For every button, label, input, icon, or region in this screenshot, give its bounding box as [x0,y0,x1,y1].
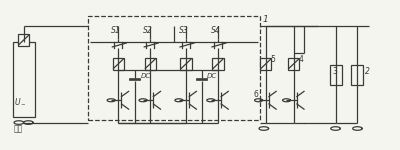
Text: DC: DC [207,73,218,79]
Bar [288,58,299,70]
Bar [212,58,224,70]
Bar [18,34,29,46]
Bar [180,58,192,70]
Text: 6: 6 [254,90,259,99]
Text: 时标: 时标 [14,124,23,134]
Text: S1: S1 [111,26,121,35]
Bar [113,58,124,70]
Bar [352,65,364,85]
Text: DC: DC [141,73,151,79]
Bar [330,65,342,85]
Bar [144,58,156,70]
Text: 5: 5 [270,55,276,64]
Text: 1: 1 [263,15,269,24]
Bar [13,42,34,117]
Bar [88,16,260,120]
Text: S2: S2 [143,26,153,35]
Bar [260,58,271,70]
Text: S4: S4 [211,26,220,35]
Text: $U_{\sim}$: $U_{\sim}$ [14,97,26,107]
Text: S3: S3 [179,26,189,35]
Text: 3: 3 [333,66,338,75]
Text: 2: 2 [365,66,370,75]
Text: 4: 4 [298,55,303,64]
